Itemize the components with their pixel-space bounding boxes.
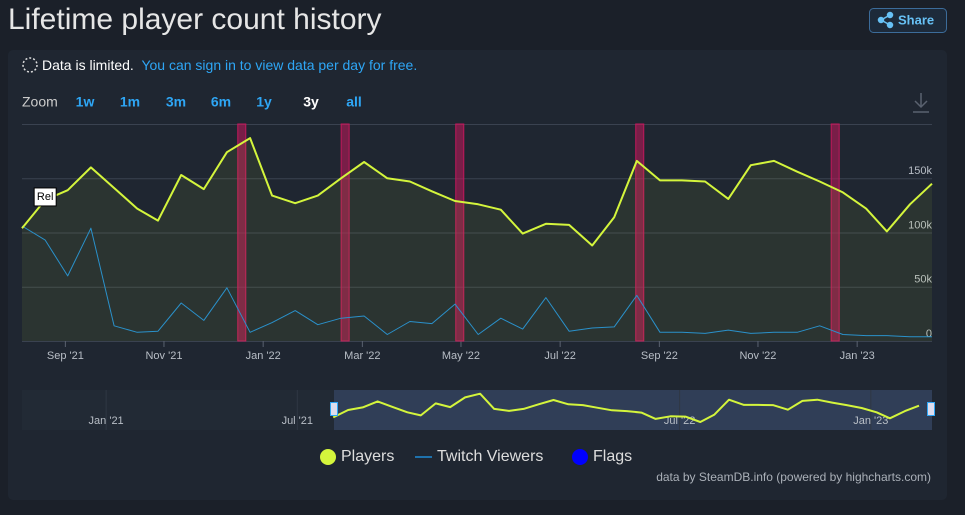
y-tick-label: 100k xyxy=(908,219,932,231)
legend-label[interactable]: Flags xyxy=(593,448,632,465)
sign-in-link[interactable]: You can sign in to view data per day for… xyxy=(141,57,417,73)
flag-band xyxy=(237,123,247,342)
annotation: Rel xyxy=(37,191,54,203)
limited-icon xyxy=(22,57,38,73)
x-tick-label: Sep '22 xyxy=(641,350,678,362)
navigator-tick-label: Jan '21 xyxy=(89,415,124,427)
notice-text: Data is limited. xyxy=(42,57,134,73)
y-tick-label: 0 xyxy=(926,328,932,340)
navigator-line xyxy=(332,392,920,423)
share-label[interactable]: Share xyxy=(898,12,934,27)
annotation-box xyxy=(33,187,57,207)
flag-band xyxy=(455,123,465,342)
notice: Data is limited. You can sign in to view… xyxy=(42,57,417,73)
x-tick-label: Sep '21 xyxy=(47,350,84,362)
x-tick-label: Jan '22 xyxy=(246,350,281,362)
x-tick-label: Nov '21 xyxy=(145,350,182,362)
legend-label[interactable]: Players xyxy=(341,448,394,465)
zoom-button[interactable]: 6m xyxy=(211,94,231,110)
page-title: Lifetime player count history xyxy=(8,3,382,36)
y-tick-label: 150k xyxy=(908,165,932,177)
navigator-handle-right[interactable] xyxy=(927,402,935,416)
series-area xyxy=(22,138,932,341)
credit: data by SteamDB.info (powered by highcha… xyxy=(656,470,931,484)
zoom-button[interactable]: 3m xyxy=(166,94,186,110)
navigator-handle-left[interactable] xyxy=(330,402,338,416)
flag-band xyxy=(635,123,645,342)
x-tick-label: Jul '22 xyxy=(544,350,575,362)
navigator-selection[interactable] xyxy=(334,390,932,430)
flag-band xyxy=(340,123,350,342)
series-line xyxy=(21,137,933,247)
share-button[interactable]: Share xyxy=(869,8,947,33)
series-line xyxy=(21,225,932,338)
legend-swatch[interactable] xyxy=(572,449,588,465)
share-icon xyxy=(877,11,894,29)
zoom-button[interactable]: 1w xyxy=(76,94,95,110)
legend-label[interactable]: Twitch Viewers xyxy=(437,448,543,465)
y-tick-label: 50k xyxy=(914,274,932,286)
zoom-button[interactable]: 3y xyxy=(303,94,319,110)
x-tick-label: Nov '22 xyxy=(739,350,776,362)
x-tick-label: May '22 xyxy=(442,350,480,362)
zoom-button[interactable]: 1y xyxy=(256,94,272,110)
x-tick-label: Jan '23 xyxy=(840,350,875,362)
download-icon[interactable] xyxy=(913,93,929,113)
legend-swatch[interactable] xyxy=(320,449,336,465)
zoom-button[interactable]: all xyxy=(346,94,362,110)
navigator-tick-label: Jan '23 xyxy=(853,415,888,427)
x-tick-label: Mar '22 xyxy=(344,350,380,362)
flag-band xyxy=(830,123,840,342)
navigator-tick-label: Jul '21 xyxy=(282,415,313,427)
zoom-label: Zoom xyxy=(22,94,58,110)
zoom-button[interactable]: 1m xyxy=(120,94,140,110)
